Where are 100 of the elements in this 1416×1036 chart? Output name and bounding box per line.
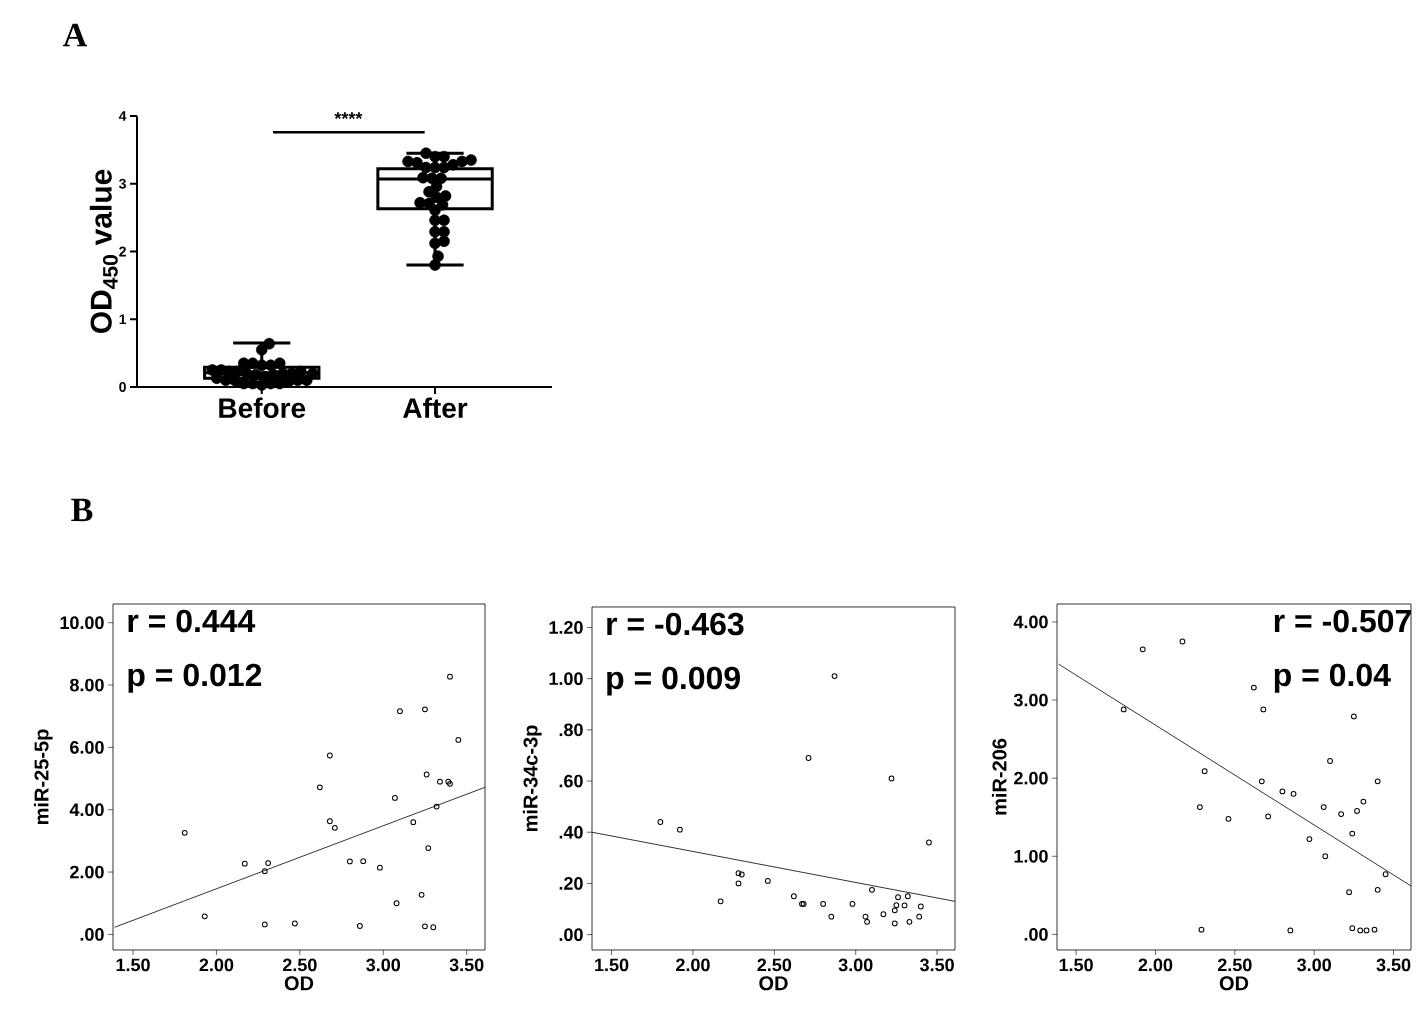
- x-tick-label: 2.00: [1138, 958, 1173, 972]
- x-tick-label: 2.00: [676, 958, 710, 972]
- y-tick-label: 0: [119, 382, 126, 392]
- x-tick-label: 3.00: [1297, 958, 1331, 972]
- point: [893, 902, 900, 909]
- point: [738, 871, 745, 878]
- point: [1201, 768, 1208, 775]
- point: [831, 673, 838, 680]
- point: [377, 864, 383, 871]
- annotation: ****: [334, 112, 363, 120]
- point: [864, 918, 871, 925]
- point: [820, 901, 827, 907]
- x-tick-label: 3.50: [449, 958, 484, 972]
- point: [392, 794, 398, 801]
- point: [326, 752, 333, 759]
- y-tick-label: .20: [559, 877, 583, 890]
- point: [1198, 926, 1205, 933]
- point: [828, 913, 835, 920]
- y-tick-label: 8.00: [70, 678, 104, 692]
- point: [657, 819, 664, 825]
- point: [735, 880, 742, 887]
- point: [410, 819, 417, 826]
- point: [1349, 830, 1356, 837]
- point: [356, 923, 363, 929]
- x-tick-label: 2.50: [757, 958, 792, 972]
- x-tick-label: 3.50: [1376, 958, 1411, 972]
- y-tick-label: 3: [118, 178, 126, 189]
- point: [422, 923, 428, 930]
- point: [393, 900, 400, 907]
- point: [891, 907, 898, 914]
- y-tick-label: 1.20: [549, 621, 583, 634]
- point: [1265, 813, 1272, 820]
- x-tick-label: 1.50: [1059, 958, 1093, 972]
- point: [1346, 889, 1353, 896]
- y-tick-label: 1.00: [549, 672, 583, 686]
- point: [1258, 778, 1265, 785]
- point: [1349, 925, 1356, 932]
- point: [901, 902, 908, 909]
- x-axis-title: OD: [1219, 976, 1249, 991]
- point: [1327, 758, 1333, 764]
- point: [360, 858, 367, 865]
- x-tick-label: 3.50: [920, 958, 954, 972]
- point: [1196, 804, 1203, 810]
- point: [916, 913, 923, 920]
- point: [430, 924, 437, 931]
- annotation: r = -0.463: [607, 612, 744, 636]
- point: [1350, 713, 1357, 720]
- point: [1250, 684, 1257, 691]
- y-tick-label: .80: [559, 723, 583, 737]
- y-axis-title: miR-206: [991, 738, 1007, 815]
- point: [880, 911, 887, 918]
- y-tick-label: 1.00: [1014, 849, 1048, 863]
- x-tick-label: 2.50: [282, 958, 317, 972]
- annotation: p = 0.04: [1274, 663, 1391, 693]
- point: [261, 868, 268, 875]
- point: [1374, 886, 1381, 893]
- point: [1371, 926, 1378, 933]
- y-tick-label: 2.00: [70, 865, 104, 879]
- y-axis-title: OD$_{450}$ value: [89, 169, 118, 334]
- annotation: p = 0.012: [128, 663, 262, 693]
- point: [717, 898, 724, 905]
- point: [316, 784, 323, 791]
- point: [906, 918, 913, 925]
- y-tick-label: .00: [80, 928, 104, 941]
- point: [1382, 871, 1389, 878]
- point: [425, 845, 432, 851]
- x-axis-title: OD: [284, 976, 314, 991]
- y-tick-label: 4.00: [1013, 615, 1048, 629]
- point: [397, 708, 403, 715]
- point: [1360, 798, 1367, 805]
- point: [805, 755, 812, 761]
- annotation: p = 0.009: [607, 666, 740, 696]
- point: [326, 818, 333, 825]
- point: [888, 775, 895, 782]
- chart-title: A: [63, 23, 88, 47]
- point: [447, 673, 453, 680]
- point: [241, 860, 248, 867]
- point: [895, 894, 901, 901]
- point: [1357, 927, 1364, 934]
- x-tick-label: 3.00: [838, 958, 873, 972]
- point: [423, 771, 430, 778]
- y-tick-label: 10.00: [60, 616, 104, 630]
- point: [1363, 927, 1370, 934]
- point: [1179, 638, 1186, 645]
- point: [1290, 790, 1297, 797]
- point: [261, 921, 268, 928]
- x-tick-label: 2.50: [1217, 958, 1252, 972]
- point: [455, 737, 462, 743]
- point: [1320, 804, 1327, 810]
- point: [181, 829, 188, 836]
- point: [735, 870, 742, 877]
- y-tick-label: 6.00: [70, 741, 104, 754]
- point: [1354, 808, 1360, 814]
- x-tick-label: 2.00: [199, 958, 234, 972]
- point: [862, 913, 869, 920]
- y-tick-label: .60: [559, 774, 583, 788]
- point: [1120, 706, 1127, 713]
- point: [331, 824, 338, 831]
- point: [201, 913, 208, 920]
- y-tick-label: 1: [119, 314, 127, 325]
